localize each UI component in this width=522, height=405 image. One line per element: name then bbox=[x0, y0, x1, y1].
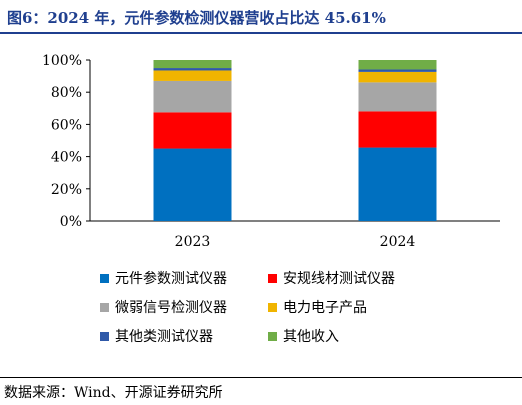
bar-segment bbox=[153, 60, 232, 69]
y-tick-label: 80% bbox=[51, 85, 82, 101]
x-tick-label: 2024 bbox=[380, 234, 416, 250]
y-tick-label: 60% bbox=[51, 117, 82, 133]
footer-divider bbox=[0, 377, 522, 378]
bar-segment bbox=[358, 147, 437, 221]
title-divider bbox=[0, 32, 522, 34]
bar-segment bbox=[358, 82, 437, 112]
bar-segment bbox=[153, 148, 232, 221]
y-tick-label: 100% bbox=[42, 53, 82, 69]
chart-legend: 元件参数测试仪器 安规线材测试仪器微弱信号检测仪器 电力电子产品其他类测试仪器 其他收… bbox=[0, 268, 522, 368]
bar-segment bbox=[153, 70, 232, 81]
legend-item: 微弱信号检测仪器 bbox=[100, 297, 227, 317]
y-tick-label: 40% bbox=[51, 150, 82, 166]
legend-label: 安规线材测试仪器 bbox=[283, 271, 395, 287]
legend-swatch bbox=[100, 273, 109, 283]
stacked-bar-chart: 0% 20% 40% 60% 80% 100% 2023 2024 bbox=[42, 53, 500, 250]
legend-label: 其他类测试仪器 bbox=[115, 329, 213, 345]
bar-segment bbox=[153, 68, 232, 71]
source-note: 数据来源：Wind、开源证券研究所 bbox=[4, 385, 223, 401]
figure-title: 图6：2024 年，元件参数检测仪器营收占比达 45.61% bbox=[7, 9, 386, 27]
legend-item: 其他类测试仪器 bbox=[100, 326, 213, 346]
legend-item: 安规线材测试仪器 bbox=[268, 268, 395, 288]
legend-swatch bbox=[100, 302, 109, 312]
y-tick-label: 20% bbox=[51, 182, 82, 198]
legend-swatch bbox=[268, 302, 277, 312]
legend-item: 元件参数测试仪器 bbox=[100, 268, 227, 288]
legend-label: 元件参数测试仪器 bbox=[115, 271, 227, 287]
y-tick-label: 0% bbox=[60, 214, 82, 230]
bar-segment bbox=[358, 60, 437, 70]
bar-segment bbox=[358, 111, 437, 148]
bar-segment bbox=[153, 112, 232, 149]
bar-segment bbox=[358, 69, 437, 72]
legend-item: 其他收入 bbox=[268, 326, 339, 346]
legend-label: 微弱信号检测仪器 bbox=[115, 300, 227, 316]
legend-swatch bbox=[100, 331, 109, 341]
legend-label: 电力电子产品 bbox=[283, 300, 367, 316]
x-tick-label: 2023 bbox=[175, 234, 211, 250]
legend-swatch bbox=[268, 331, 277, 341]
bar-segment bbox=[153, 80, 232, 113]
legend-item: 电力电子产品 bbox=[268, 297, 367, 317]
legend-label: 其他收入 bbox=[283, 329, 339, 345]
bar-segment bbox=[358, 71, 437, 83]
legend-swatch bbox=[268, 273, 277, 283]
